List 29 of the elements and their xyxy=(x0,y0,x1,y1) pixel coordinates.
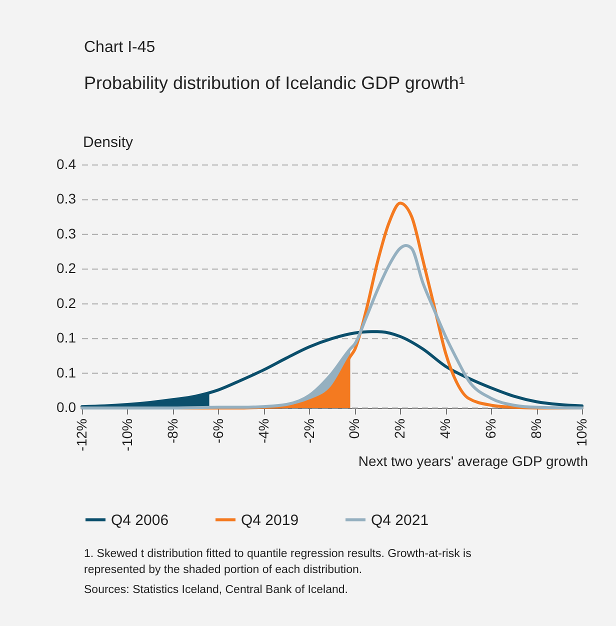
x-tick-label: 4% xyxy=(437,418,454,439)
y-tick-label: 0.4 xyxy=(56,156,76,172)
x-tick-label: -4% xyxy=(255,418,272,444)
chart-title: Chart I-45 xyxy=(84,39,156,56)
y-axis-title: Density xyxy=(83,134,134,151)
x-axis-title: Next two years' average GDP growth xyxy=(358,453,588,469)
y-tick-label: 0.2 xyxy=(56,260,76,276)
x-tick-label: -12% xyxy=(74,418,90,452)
legend-label: Q4 2021 xyxy=(371,512,429,529)
x-tick-label: -10% xyxy=(118,418,135,452)
chart-subtitle: Probability distribution of Icelandic GDP growth¹ xyxy=(84,73,465,93)
source-note: Sources: Statistics Iceland, Central Bank of Iceland. xyxy=(84,584,348,596)
x-tick-label: 0% xyxy=(346,418,362,439)
y-tick-label: 0.3 xyxy=(56,225,76,242)
legend-label: Q4 2006 xyxy=(111,512,169,529)
x-tick-label: 6% xyxy=(482,418,499,439)
y-tick-label: 0.0 xyxy=(56,399,76,415)
y-tick-label: 0.1 xyxy=(56,364,76,380)
text: 1. Skewed t distribution fitted to quantile regression results. Growth-at-risk is represented by the shaded portion of each distribution. xyxy=(84,548,472,576)
y-tick-label: 0.3 xyxy=(56,190,76,207)
x-tick-label: 10% xyxy=(574,418,590,447)
x-tick-label: -2% xyxy=(300,418,317,444)
y-tick-label: 0.1 xyxy=(56,330,76,346)
x-tick-label: -6% xyxy=(210,418,226,444)
x-tick-label: 2% xyxy=(392,418,408,439)
y-tick-label: 0.2 xyxy=(56,294,76,311)
legend-label: Q4 2019 xyxy=(241,512,299,529)
x-tick-label: 8% xyxy=(528,418,544,439)
x-tick-label: -8% xyxy=(164,418,180,444)
